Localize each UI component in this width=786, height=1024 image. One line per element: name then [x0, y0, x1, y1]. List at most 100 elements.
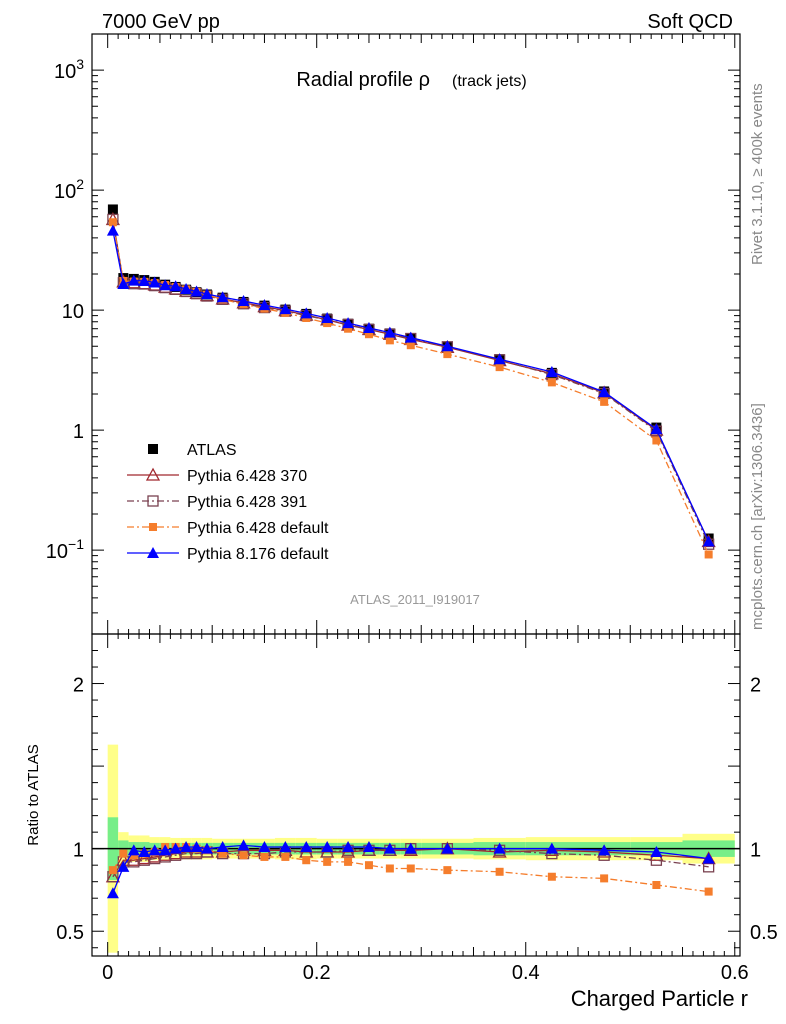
legend-entry: Pythia 6.428 default: [127, 520, 329, 537]
data-point: [148, 444, 158, 454]
data-point: [342, 841, 355, 853]
data-point: [169, 842, 182, 854]
data-point: [200, 288, 213, 300]
data-point: [652, 880, 661, 889]
data-point: [495, 363, 504, 372]
data-point: [545, 366, 558, 378]
main-title-sub: (track jets): [452, 73, 527, 90]
y-tick-label-right: 2: [750, 675, 761, 697]
data-point: [147, 547, 159, 558]
series-pythia-8-176-default: [106, 224, 715, 547]
data-point: [443, 350, 452, 359]
x-axis-label: Charged Particle r: [571, 986, 748, 1011]
series-line: [112, 848, 709, 878]
y-tick-label: 102: [54, 176, 84, 203]
data-point: [108, 218, 117, 227]
data-point: [148, 844, 161, 856]
data-point: [107, 204, 118, 215]
legend-label: Pythia 6.428 default: [187, 520, 329, 537]
data-point: [600, 397, 609, 406]
y-tick-label-right: 0.5: [750, 922, 778, 944]
data-point: [600, 874, 609, 883]
y-tick-label: 2: [73, 675, 84, 697]
data-point: [323, 319, 332, 328]
data-point: [126, 852, 141, 866]
header-right: Soft QCD: [647, 11, 733, 33]
data-point: [702, 852, 715, 864]
series-line: [112, 848, 709, 878]
main-title: Radial profile ρ: [296, 69, 430, 91]
data-point: [200, 842, 213, 854]
data-point: [218, 849, 227, 858]
data-point: [406, 341, 415, 350]
data-point: [323, 857, 332, 866]
mcplots-label: mcplots.cern.ch [arXiv:1306.3436]: [749, 403, 766, 630]
data-point: [138, 845, 151, 857]
data-point: [106, 224, 119, 236]
legend-entry: Pythia 6.428 370: [127, 467, 307, 485]
x-tick-label: 0.4: [512, 962, 540, 984]
data-point: [302, 856, 311, 865]
series-atlas: [107, 204, 714, 544]
data-point: [117, 860, 130, 872]
header-left: 7000 GeV pp: [102, 11, 220, 33]
data-point: [443, 866, 452, 875]
data-point: [650, 845, 663, 857]
data-point: [702, 535, 715, 547]
data-point: [237, 839, 250, 851]
data-point: [598, 385, 611, 397]
data-point: [137, 851, 152, 865]
data-point: [281, 852, 290, 861]
data-point: [190, 841, 203, 853]
data-point: [117, 278, 130, 290]
legend-entry: Pythia 8.176 default: [127, 546, 329, 563]
data-point: [216, 841, 229, 853]
ratio-frame: [91, 633, 741, 957]
data-point: [279, 841, 292, 853]
data-point: [547, 378, 556, 387]
data-point: [404, 331, 417, 343]
data-point: [650, 423, 663, 435]
ratio-ylabel: Ratio to ATLAS: [25, 744, 42, 845]
x-tick-label: 0.6: [721, 962, 749, 984]
rivet-label: Rivet 3.1.10, ≥ 400k events: [749, 83, 766, 265]
data-point: [127, 844, 140, 856]
main-panel: Radial profile ρ (track jets) ATLAS_2011…: [46, 33, 741, 635]
data-point: [147, 849, 162, 863]
data-point: [404, 842, 417, 854]
data-point: [545, 842, 558, 854]
data-point: [260, 852, 269, 861]
y-tick-label-right: 1: [750, 840, 761, 862]
data-point: [362, 841, 375, 853]
y-tick-label: 1: [73, 421, 84, 443]
x-tick-label: 0.2: [303, 962, 331, 984]
data-point: [364, 330, 373, 339]
ratio-series-pythia-8-176-default: [106, 839, 715, 899]
ratio-panel: 0 0.2 0.4 0.6 2 2 1 1 0.5 0.5 Ratio to ATLAS Char…: [25, 633, 778, 1011]
data-point: [127, 274, 140, 286]
data-point: [258, 299, 271, 311]
legend: ATLAS Pythia 6.428 370 Pythia 6.428 391 Pyt…: [127, 442, 329, 563]
data-point: [119, 849, 128, 858]
data-point: [321, 311, 334, 323]
data-point: [342, 317, 355, 329]
data-point: [106, 887, 119, 899]
data-point: [383, 326, 396, 338]
data-point: [180, 841, 193, 853]
data-point: [258, 841, 271, 853]
data-point: [321, 841, 334, 853]
legend-label: Pythia 6.428 391: [187, 494, 307, 511]
data-point: [406, 864, 415, 873]
y-tick-label: 103: [54, 56, 84, 83]
data-point: [279, 303, 292, 315]
data-point: [300, 841, 313, 853]
data-point: [385, 864, 394, 873]
data-point: [441, 340, 454, 352]
data-point: [300, 307, 313, 319]
data-point: [149, 523, 157, 531]
data-point: [180, 282, 193, 294]
data-point: [159, 844, 172, 856]
y-tick-label: 10−1: [46, 536, 84, 563]
watermark: ATLAS_2011_I919017: [350, 592, 480, 607]
